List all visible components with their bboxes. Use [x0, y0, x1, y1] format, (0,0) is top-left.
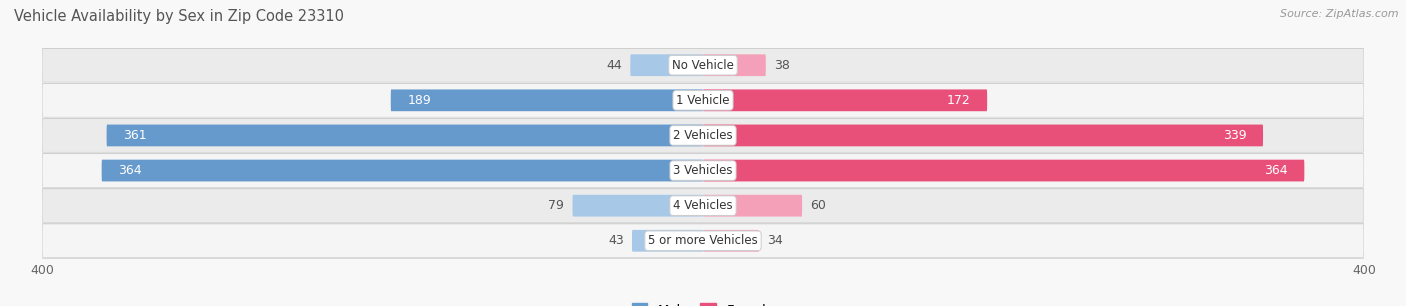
Text: 38: 38	[775, 59, 790, 72]
Text: 361: 361	[124, 129, 146, 142]
Text: No Vehicle: No Vehicle	[672, 59, 734, 72]
FancyBboxPatch shape	[42, 48, 1364, 82]
Legend: Male, Female: Male, Female	[626, 298, 780, 306]
FancyBboxPatch shape	[703, 125, 1263, 146]
Text: 34: 34	[768, 234, 783, 247]
FancyBboxPatch shape	[703, 195, 801, 217]
Text: 44: 44	[606, 59, 621, 72]
Text: 172: 172	[946, 94, 970, 107]
FancyBboxPatch shape	[630, 54, 703, 76]
FancyBboxPatch shape	[42, 84, 1364, 117]
FancyBboxPatch shape	[42, 119, 1364, 152]
FancyBboxPatch shape	[703, 230, 759, 252]
Text: 364: 364	[118, 164, 142, 177]
Text: 43: 43	[607, 234, 624, 247]
FancyBboxPatch shape	[703, 89, 987, 111]
FancyBboxPatch shape	[42, 154, 1364, 187]
FancyBboxPatch shape	[107, 125, 703, 146]
FancyBboxPatch shape	[101, 160, 703, 181]
FancyBboxPatch shape	[42, 189, 1364, 222]
Text: 189: 189	[408, 94, 432, 107]
FancyBboxPatch shape	[572, 195, 703, 217]
Text: 4 Vehicles: 4 Vehicles	[673, 199, 733, 212]
Text: Vehicle Availability by Sex in Zip Code 23310: Vehicle Availability by Sex in Zip Code …	[14, 9, 344, 24]
Text: 339: 339	[1223, 129, 1247, 142]
FancyBboxPatch shape	[42, 224, 1364, 258]
FancyBboxPatch shape	[631, 230, 703, 252]
Text: 60: 60	[810, 199, 827, 212]
Text: 1 Vehicle: 1 Vehicle	[676, 94, 730, 107]
FancyBboxPatch shape	[391, 89, 703, 111]
Text: Source: ZipAtlas.com: Source: ZipAtlas.com	[1281, 9, 1399, 19]
Text: 5 or more Vehicles: 5 or more Vehicles	[648, 234, 758, 247]
Text: 3 Vehicles: 3 Vehicles	[673, 164, 733, 177]
Text: 2 Vehicles: 2 Vehicles	[673, 129, 733, 142]
Text: 79: 79	[548, 199, 564, 212]
FancyBboxPatch shape	[703, 160, 1305, 181]
Text: 364: 364	[1264, 164, 1288, 177]
FancyBboxPatch shape	[703, 54, 766, 76]
